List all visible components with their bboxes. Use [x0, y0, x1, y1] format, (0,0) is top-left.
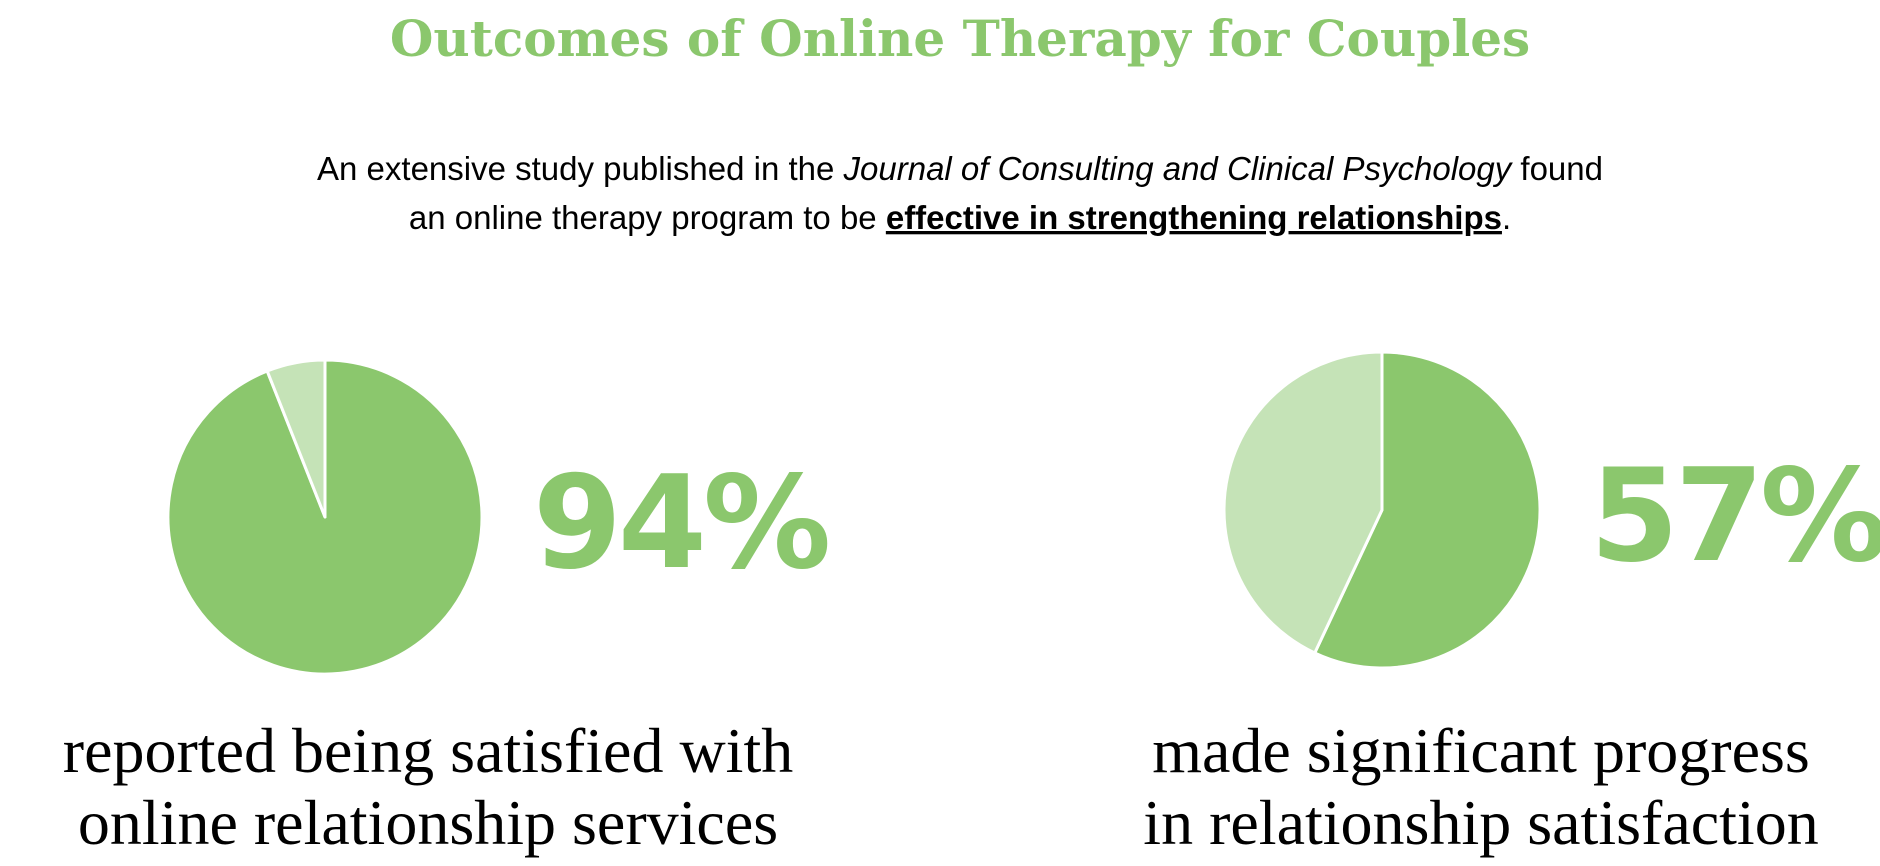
caption: in relationship satisfaction — [1143, 787, 1818, 858]
caption: online relationship services — [78, 787, 778, 858]
caption: made significant progress — [1152, 715, 1810, 786]
pie-slice — [1313, 350, 1542, 670]
intro-segment: Journal of Consulting and Clinical Psych… — [843, 150, 1514, 187]
intro-segment: an online therapy program to be — [409, 199, 886, 236]
percent-label: 94% — [533, 449, 828, 598]
intro-segment: . — [1502, 199, 1511, 236]
percent-label: 57% — [1590, 442, 1880, 591]
pie-slice — [265, 358, 327, 519]
caption: reported being satisfied with — [63, 715, 793, 786]
pie-slice — [1222, 350, 1384, 655]
intro-segment: effective in strengthening relationships — [886, 199, 1502, 236]
intro-segment: found — [1511, 150, 1603, 187]
intro-segment: An extensive study published in the — [317, 150, 844, 187]
title: Outcomes of Online Therapy for Couples — [390, 9, 1530, 68]
intro: An extensive study published in the Jour… — [317, 150, 1603, 236]
